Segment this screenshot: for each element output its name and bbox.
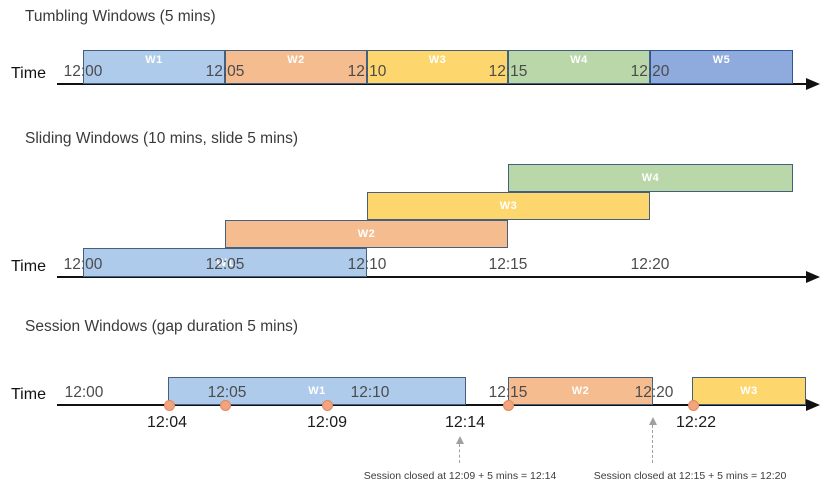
axis-arrowhead-icon bbox=[806, 399, 820, 411]
window-session-w1: W1 bbox=[168, 377, 466, 405]
tick-label-session: 12:15 bbox=[488, 384, 528, 401]
event-time-label: 12:22 bbox=[675, 414, 717, 431]
tick-label-session: 12:20 bbox=[634, 384, 674, 401]
time-axis-label: Time bbox=[11, 386, 46, 403]
event-time-label: 12:04 bbox=[146, 414, 188, 431]
window-label: W1 bbox=[145, 54, 163, 66]
window-tumbling-w3: W3 bbox=[367, 50, 508, 84]
window-label: W1 bbox=[216, 256, 234, 269]
time-axis-line bbox=[57, 276, 808, 278]
window-sliding-w1: W1 bbox=[83, 248, 367, 277]
axis-arrowhead-icon bbox=[806, 78, 820, 90]
tick-label-tumbling: 12:20 bbox=[630, 63, 670, 80]
window-label: W3 bbox=[499, 200, 518, 212]
event-dot bbox=[321, 400, 333, 411]
window-tumbling-w4: W4 bbox=[508, 50, 650, 84]
section-title-tumbling: Tumbling Windows (5 mins) bbox=[25, 8, 216, 25]
window-label: W2 bbox=[287, 54, 305, 66]
tick-label-sliding: 12:10 bbox=[347, 256, 387, 273]
window-label: W2 bbox=[357, 228, 376, 240]
window-label: W4 bbox=[641, 172, 660, 184]
window-label: W2 bbox=[571, 385, 590, 397]
section-title-session: Session Windows (gap duration 5 mins) bbox=[25, 318, 299, 335]
dashed-arrow-up-icon bbox=[648, 417, 657, 425]
event-dot bbox=[219, 400, 231, 411]
dashed-arrow-line bbox=[652, 425, 653, 463]
window-session-w2: W2 bbox=[508, 377, 653, 405]
window-tumbling-w2: W2 bbox=[225, 50, 367, 84]
axis-arrowhead-icon bbox=[806, 271, 820, 283]
time-axis-label: Time bbox=[11, 65, 46, 82]
event-time-label: 12:09 bbox=[306, 414, 348, 431]
dashed-arrow-line bbox=[459, 444, 460, 463]
session-closed-annotation: Session closed at 12:09 + 5 mins = 12:14 bbox=[363, 470, 557, 482]
time-axis-line bbox=[57, 404, 808, 406]
window-sliding-w3: W3 bbox=[367, 192, 650, 220]
window-label: W4 bbox=[570, 54, 588, 66]
window-sliding-w2: W2 bbox=[225, 220, 508, 248]
window-sliding-w4: W4 bbox=[508, 164, 793, 192]
section-title-sliding: Sliding Windows (10 mins, slide 5 mins) bbox=[25, 130, 299, 147]
event-time-label: 12:14 bbox=[444, 414, 486, 431]
window-label: W5 bbox=[712, 54, 731, 66]
tick-label-session: 12:05 bbox=[207, 384, 247, 401]
tick-label-sliding: 12:20 bbox=[630, 256, 670, 273]
window-tumbling-w1: W1 bbox=[83, 50, 225, 84]
tick-label-tumbling: 12:00 bbox=[63, 63, 103, 80]
window-session-w3: W3 bbox=[692, 377, 806, 405]
tick-label-tumbling: 12:10 bbox=[347, 63, 387, 80]
window-label: W1 bbox=[308, 385, 326, 397]
tick-label-sliding: 12:00 bbox=[63, 256, 103, 273]
event-dot bbox=[163, 400, 175, 411]
time-axis-label: Time bbox=[11, 258, 46, 275]
session-closed-annotation: Session closed at 12:15 + 5 mins = 12:20 bbox=[593, 470, 787, 482]
time-axis-line bbox=[57, 83, 808, 85]
window-tumbling-w5: W5 bbox=[650, 50, 793, 84]
event-dot bbox=[502, 400, 514, 411]
tick-label-sliding: 12:15 bbox=[488, 256, 528, 273]
tick-label-tumbling: 12:15 bbox=[488, 63, 528, 80]
tick-label-session: 12:10 bbox=[350, 384, 390, 401]
window-label: W3 bbox=[740, 385, 758, 397]
tick-label-tumbling: 12:05 bbox=[205, 63, 245, 80]
window-label: W3 bbox=[428, 54, 447, 66]
dashed-arrow-up-icon bbox=[455, 436, 464, 444]
tick-label-sliding: 12:05 bbox=[205, 256, 245, 273]
tick-label-session: 12:00 bbox=[64, 384, 104, 401]
event-dot bbox=[687, 400, 699, 411]
